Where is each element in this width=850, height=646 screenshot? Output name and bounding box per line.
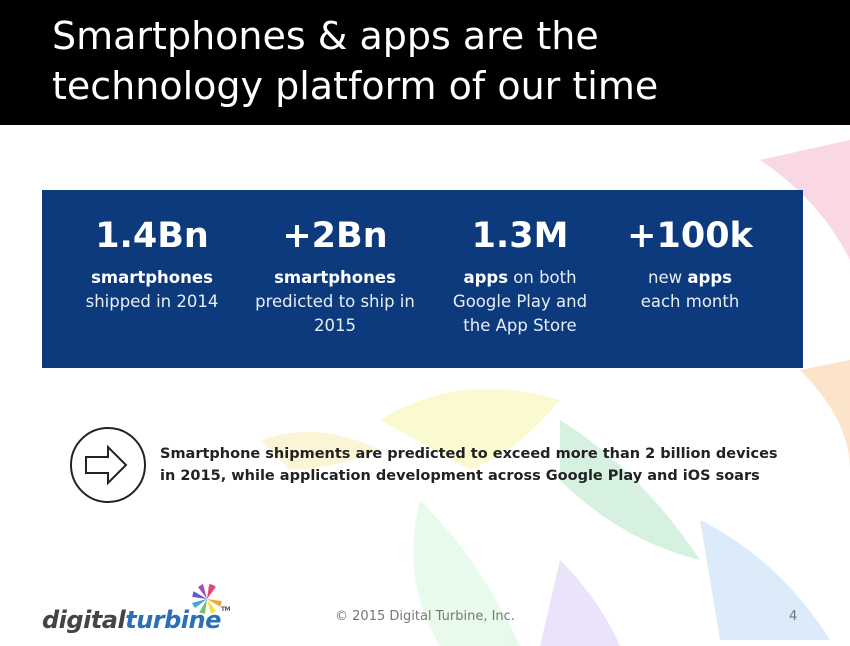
stat: +100k new apps each month [595,212,785,314]
stat-value: +2Bn [282,216,388,256]
stat: 1.4Bn smartphones shipped in 2014 [57,212,247,314]
stat-description: on both Google Play and the App Store [452,268,588,335]
title-line: technology platform of our time [52,64,659,108]
callout-text: in 2015, while application development a… [160,468,760,484]
logo-tm: TM [220,606,231,613]
stat-value: 1.3M [471,216,569,256]
stat-desc: apps on both Google Play and the App Sto… [445,266,595,338]
stat-description: apps [687,268,732,287]
logo-text: digital [42,606,126,634]
stat-description: new [648,268,683,287]
page-number: 4 [789,609,798,624]
stat-desc: new apps each month [595,266,785,314]
logo-mark [192,584,222,614]
stats-panel: 1.4Bn smartphones shipped in 2014 +2Bn smart… [42,190,803,368]
logo-text: turbine [125,606,221,634]
copyright: © 2015 Digital Turbine, Inc. [335,609,515,624]
stat-description: smartphones [274,268,396,287]
stat-desc: smartphones predicted to ship in 2015 [240,266,430,338]
stat-description: shipped in 2014 [85,292,219,311]
header-bar: Smartphones & apps are the technology pl… [0,0,850,125]
arrow-icon [70,427,146,503]
stat-description: smartphones [91,268,213,287]
stat-desc: smartphones shipped in 2014 [57,266,247,314]
stat-value: 1.4Bn [95,216,209,256]
stat-description: apps [463,268,509,287]
title-line: Smartphones & apps are the [52,14,599,58]
logo: digitalturbineTM [42,606,230,634]
stat-value: +100k [627,216,753,256]
stat: 1.3M apps on both Google Play and the App… [445,212,595,338]
stat: +2Bn smartphones predicted to ship in 2015 [240,212,430,338]
stat-description: predicted to ship in 2015 [255,292,415,335]
stat-description: each month [640,292,740,311]
callout-text: Smartphone shipments are predicted to ex… [160,446,778,462]
